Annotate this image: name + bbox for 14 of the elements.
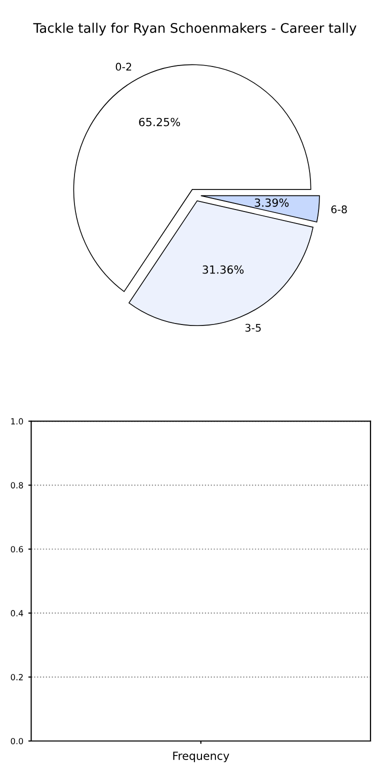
y-tick-label: 0.4	[10, 610, 24, 616]
slice-label: 6-8	[331, 205, 347, 214]
y-tick-label: 0.6	[10, 546, 24, 552]
y-tick-label: 0.2	[10, 674, 23, 680]
chart-title: Tackle tally for Ryan Schoenmakers - Career tally	[33, 22, 356, 36]
data-label: 3.39%	[254, 198, 289, 207]
data-label: 65.25%	[139, 118, 180, 126]
y-tick-label: 0.0	[10, 738, 24, 744]
y-tick-label: 1.0	[11, 418, 24, 424]
x-axis-title: Frequency	[173, 752, 230, 762]
y-tick-label: 0.8	[10, 482, 23, 488]
data-label: 31.36%	[202, 265, 244, 274]
slice-label: 0-2	[116, 62, 132, 71]
slice-label: 3-5	[245, 324, 261, 332]
